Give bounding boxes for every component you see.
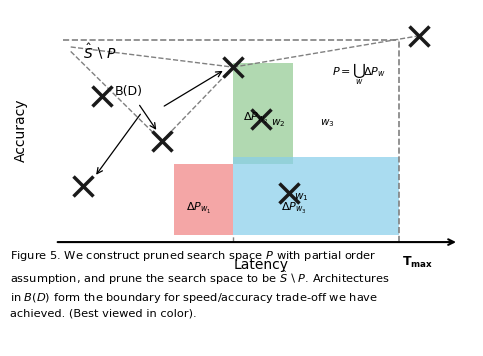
FancyBboxPatch shape (174, 164, 233, 235)
Text: $\mathbf{T_{max}}$: $\mathbf{T_{max}}$ (402, 255, 433, 269)
Text: Figure 5. We construct pruned search space $P$ with partial order
assumption, an: Figure 5. We construct pruned search spa… (10, 249, 389, 319)
Text: Accuracy: Accuracy (14, 98, 28, 162)
FancyBboxPatch shape (233, 157, 399, 235)
Text: $w_2$: $w_2$ (270, 117, 285, 129)
Text: $w_3$: $w_3$ (320, 117, 335, 129)
Text: $\Delta P_{w_3}$: $\Delta P_{w_3}$ (281, 201, 306, 216)
Text: $w_1$: $w_1$ (295, 191, 309, 203)
Text: B(D): B(D) (114, 85, 142, 98)
Text: $\Delta P_{w_1}$: $\Delta P_{w_1}$ (185, 201, 211, 216)
Text: $\hat{S} \setminus P$: $\hat{S} \setminus P$ (83, 42, 116, 61)
Text: $P = \bigcup_w \Delta P_w$: $P = \bigcup_w \Delta P_w$ (332, 61, 386, 87)
FancyBboxPatch shape (233, 63, 293, 164)
Text: $\Delta P_{w_2}$: $\Delta P_{w_2}$ (243, 111, 269, 126)
Text: Latency: Latency (233, 258, 288, 272)
